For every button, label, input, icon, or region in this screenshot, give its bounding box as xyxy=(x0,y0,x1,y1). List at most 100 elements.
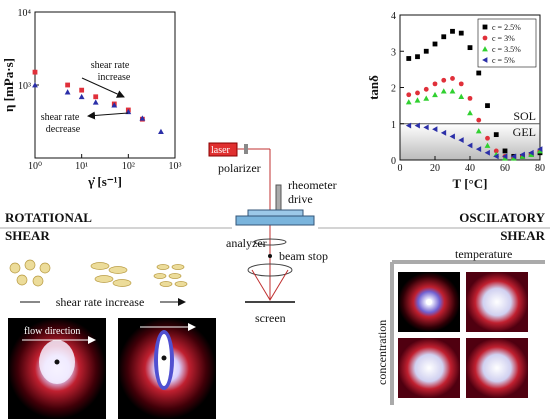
y-tick-label: 1 xyxy=(391,120,396,131)
point xyxy=(432,81,438,87)
annotation: shear rate xyxy=(91,60,130,71)
point xyxy=(485,103,490,109)
point xyxy=(482,35,488,41)
point xyxy=(415,90,420,96)
y-tick-label: 0 xyxy=(391,156,396,167)
x-tick-label: 10⁰ xyxy=(28,161,42,172)
point xyxy=(493,132,499,138)
point xyxy=(423,124,429,131)
point xyxy=(502,148,508,154)
point xyxy=(493,148,499,154)
laser-label: laser xyxy=(211,145,231,156)
point xyxy=(528,149,534,156)
point xyxy=(467,142,473,149)
annotation: GEL xyxy=(513,125,536,139)
point xyxy=(449,133,455,140)
point xyxy=(467,45,473,51)
y-axis-label: η [mPa·s] xyxy=(1,58,16,112)
point xyxy=(482,57,488,63)
point xyxy=(414,97,421,103)
legend-box xyxy=(477,18,537,68)
particles xyxy=(9,259,188,287)
center xyxy=(426,299,432,305)
annotation: decrease xyxy=(46,124,81,135)
point xyxy=(482,24,488,30)
point xyxy=(111,102,118,108)
point xyxy=(475,146,482,153)
rheometer-label: drive xyxy=(288,192,313,206)
scattering-image xyxy=(398,338,460,398)
x-tick-label: 60 xyxy=(500,163,510,174)
lens xyxy=(247,263,293,277)
screen-label: screen xyxy=(255,311,286,325)
analyzer-lens xyxy=(253,238,287,246)
right-title: OSCILATORY xyxy=(459,210,545,225)
x-axis-label: T [°C] xyxy=(453,176,488,191)
point xyxy=(93,94,99,100)
point xyxy=(482,46,488,52)
point xyxy=(467,109,473,116)
point xyxy=(502,153,508,160)
flow-direction-label: flow direction xyxy=(24,326,80,337)
point xyxy=(493,153,499,160)
annotation: SOL xyxy=(513,109,536,123)
gel-region xyxy=(400,123,540,160)
beam-stop-dot xyxy=(54,359,60,365)
beam xyxy=(251,269,289,301)
point xyxy=(415,54,420,60)
point xyxy=(78,93,85,100)
beam-stop-dot xyxy=(161,355,167,361)
point xyxy=(458,30,464,36)
left-title: ROTATIONAL xyxy=(5,210,92,225)
point xyxy=(476,70,482,76)
legend-label: c = 3.5% xyxy=(492,45,521,54)
point xyxy=(485,135,490,141)
point xyxy=(406,56,412,61)
x-tick-label: 10¹ xyxy=(75,161,88,172)
point xyxy=(450,76,455,81)
point xyxy=(32,69,38,75)
point xyxy=(484,142,491,148)
point xyxy=(406,92,412,98)
annotation: shear rate xyxy=(41,112,80,123)
shear-rate-label: shear rate increase xyxy=(56,295,145,309)
beam-stop-label: beam stop xyxy=(279,249,328,263)
point xyxy=(519,151,525,158)
legend-label: c = 5% xyxy=(492,56,515,65)
point xyxy=(458,137,464,143)
point xyxy=(414,122,420,129)
x-tick-label: 10² xyxy=(122,161,135,172)
x-tick-label: 10³ xyxy=(169,161,182,172)
beam-stop xyxy=(268,254,272,258)
concentration-label: concentration xyxy=(375,320,389,385)
polarizer-label: polarizer xyxy=(218,161,261,175)
y-tick-label: 10⁴ xyxy=(18,8,32,19)
point xyxy=(510,153,517,160)
point xyxy=(65,82,71,88)
y-tick-label: 4 xyxy=(391,11,396,22)
plate xyxy=(247,209,304,217)
annotation: increase xyxy=(98,72,131,83)
x-tick-label: 80 xyxy=(535,163,545,174)
setup: laser polarizer rheometer drive analyzer… xyxy=(208,142,337,325)
right-title: SHEAR xyxy=(500,228,545,243)
point xyxy=(405,99,412,105)
y-tick-label: 3 xyxy=(391,47,396,58)
point xyxy=(440,129,447,136)
point xyxy=(476,117,482,123)
point xyxy=(449,88,456,94)
legend-label: c = 2.5% xyxy=(492,23,521,32)
point xyxy=(64,89,71,95)
point xyxy=(441,34,447,40)
point xyxy=(537,146,543,153)
point xyxy=(92,99,99,105)
point xyxy=(158,128,164,134)
legend-label: c = 3% xyxy=(492,34,515,43)
point xyxy=(79,87,85,93)
point xyxy=(467,95,473,101)
arrow xyxy=(87,111,129,120)
point xyxy=(458,93,465,99)
x-tick-label: 0 xyxy=(398,163,403,174)
x-tick-label: 40 xyxy=(465,163,475,174)
